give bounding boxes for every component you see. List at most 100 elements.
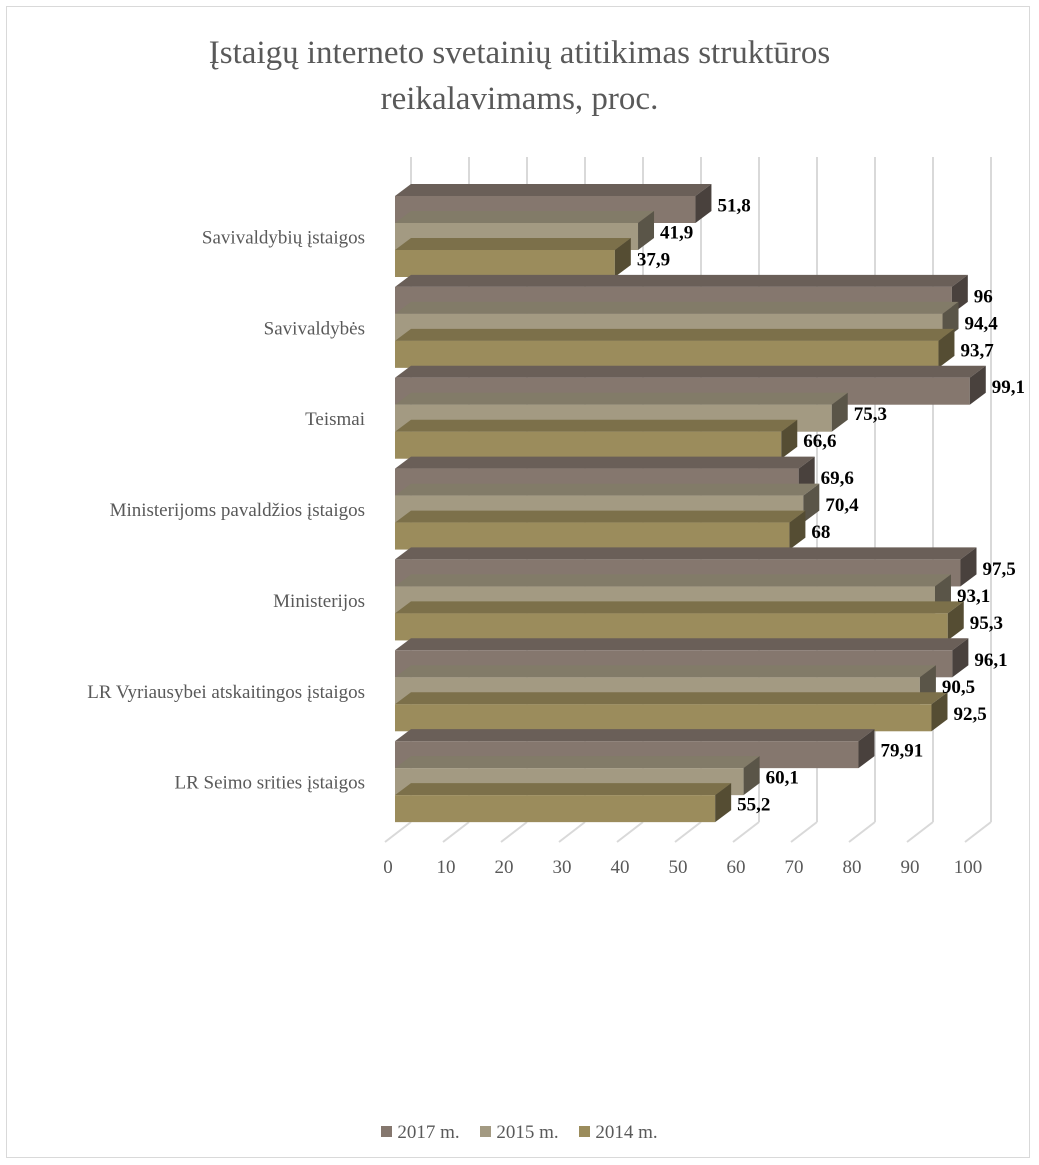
data-label: 95,3 (970, 613, 1003, 634)
bar-top-face (395, 692, 948, 705)
gridline-floor (732, 821, 760, 843)
data-labels: 51,8 41,9 37,9 96 94,4 93,7 99,1 75,3 66,6 69,6 70… (637, 196, 1025, 816)
legend-label-2015: 2015 m. (496, 1122, 559, 1143)
legend: 2017 m. 2015 m. 2014 m. (0, 1122, 1039, 1144)
bar (395, 692, 948, 732)
tick-label: 50 (669, 857, 688, 878)
tick-label: 0 (383, 857, 393, 878)
bar-top-face (395, 456, 815, 469)
category-label: Ministerijos (273, 591, 365, 612)
bar-end-face (969, 365, 986, 405)
data-label: 55,2 (737, 795, 770, 816)
bar-top-face (395, 729, 875, 742)
category-label: Savivaldybės (264, 318, 365, 339)
category-label: Savivaldybių įstaigos (202, 228, 365, 249)
bar-top-face (395, 184, 712, 196)
legend-item-2017: 2017 m. (381, 1122, 460, 1144)
bars (395, 184, 986, 823)
tick-label: 30 (553, 857, 572, 878)
data-label: 60,1 (766, 768, 799, 789)
bar-end-face (803, 483, 820, 523)
bar-top-face (395, 783, 732, 796)
tick-label: 20 (495, 857, 514, 878)
bar-top-face (395, 211, 655, 223)
gridline-floor (906, 821, 934, 843)
data-label: 69,6 (821, 468, 854, 489)
tick-label: 70 (785, 857, 804, 878)
bar-top-face (395, 365, 986, 378)
legend-label-2014: 2014 m. (595, 1122, 658, 1143)
bar-top-face (395, 547, 977, 560)
category-label: LR Seimo srities įstaigos (174, 773, 365, 794)
category-label: LR Vyriausybei atskaitingos įstaigos (87, 682, 365, 703)
bar-front-face (395, 340, 939, 368)
data-label: 93,1 (957, 586, 990, 607)
bar-top-face (395, 601, 964, 614)
chart-title: Įstaigų interneto svetainių atitikimas s… (0, 30, 1039, 122)
tick-label: 80 (843, 857, 862, 878)
bar (395, 729, 875, 769)
data-label: 41,9 (660, 223, 693, 244)
bar-end-face (743, 756, 760, 796)
bar-front-face (395, 704, 932, 732)
gridline-floor (674, 821, 702, 843)
gridline-floor (616, 821, 644, 843)
bar-end-face (781, 419, 798, 459)
bar-top-face (395, 301, 959, 314)
data-label: 96 (974, 286, 993, 307)
data-label: 93,7 (960, 340, 994, 361)
gridline-floor (384, 821, 412, 843)
category-axis: Savivaldybių įstaigos Savivaldybės Teismai… (87, 228, 365, 794)
bar-top-face (395, 638, 969, 651)
data-label: 99,1 (992, 377, 1025, 398)
bar-end-face (695, 184, 712, 223)
bar (395, 601, 964, 641)
tick-label: 90 (901, 857, 920, 878)
bar-front-face (395, 431, 782, 459)
data-label: 94,4 (965, 313, 999, 334)
bar-end-face (614, 238, 631, 277)
gridline-floor (442, 821, 470, 843)
bar-end-face (952, 638, 969, 678)
legend-swatch-2015 (480, 1126, 492, 1137)
data-label: 92,5 (954, 704, 987, 725)
bar-top-face (395, 328, 955, 341)
data-label: 75,3 (854, 404, 887, 425)
tick-label: 10 (437, 857, 456, 878)
gridline-floor (964, 821, 992, 843)
bar-end-face (858, 729, 875, 769)
data-label: 97,5 (983, 559, 1016, 580)
bar-front-face (395, 613, 948, 641)
bar-top-face (395, 419, 798, 432)
legend-swatch-2014 (579, 1126, 591, 1137)
bar-top-face (395, 756, 760, 769)
bar-end-face (638, 211, 655, 250)
tick-label: 100 (954, 857, 983, 878)
data-label: 90,5 (942, 677, 975, 698)
bar-front-face (395, 795, 716, 823)
chart-title-line-1: Įstaigų interneto svetainių atitikimas s… (208, 35, 831, 71)
chart-title-line-2: reikalavimams, proc. (380, 81, 659, 117)
bar-end-face (960, 547, 977, 587)
bar-top-face (395, 274, 968, 287)
gridline-floor (848, 821, 876, 843)
data-label: 66,6 (803, 431, 836, 452)
data-label: 68 (811, 522, 830, 543)
bar-end-face (947, 601, 964, 641)
bar-end-face (938, 328, 955, 368)
tick-label: 60 (727, 857, 746, 878)
legend-swatch-2017 (381, 1126, 393, 1137)
category-label: Teismai (305, 409, 365, 430)
gridline-floor (790, 821, 818, 843)
bar-end-face (789, 510, 806, 550)
bar (395, 328, 955, 368)
gridline-floor (558, 821, 586, 843)
legend-item-2014: 2014 m. (579, 1122, 658, 1144)
bar (395, 238, 631, 277)
bar-top-face (395, 665, 936, 678)
bar-top-face (395, 392, 848, 405)
bar (395, 419, 798, 459)
value-axis: 0 10 20 30 40 50 60 70 80 90 100 (383, 857, 982, 878)
bar-end-face (831, 392, 848, 432)
